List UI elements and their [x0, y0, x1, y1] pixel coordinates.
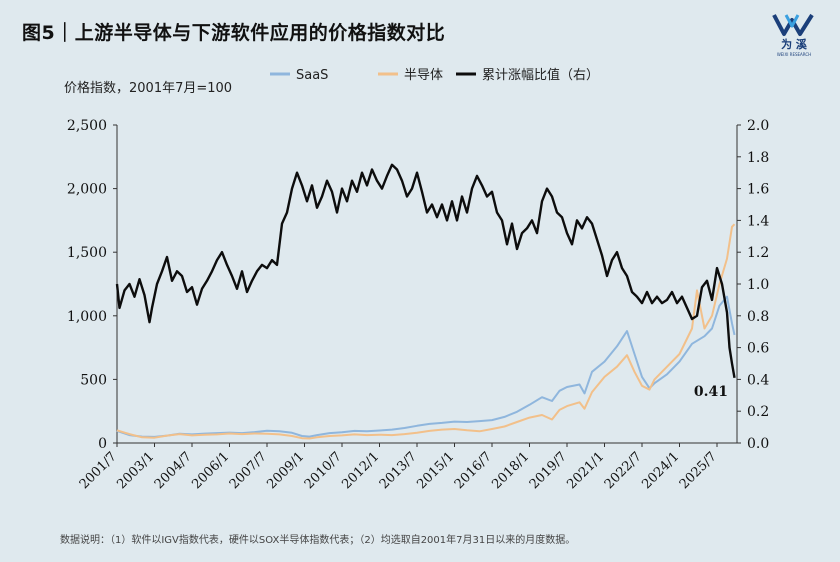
- x-tick-label: 2001/7: [77, 449, 120, 492]
- unit-note: 价格指数，2001年7月=100: [64, 80, 232, 96]
- y-right-tick-label: 1.4: [747, 213, 769, 229]
- brand-logo: 为 溪 WEIXI RESEARCH: [764, 12, 824, 57]
- logo-mark-icon: [772, 13, 814, 36]
- x-tick-label: 2012/1: [339, 449, 382, 492]
- y-left-tick-label: 1,000: [67, 309, 107, 325]
- x-tick-label: 2019/7: [527, 449, 570, 492]
- x-tick-label: 2021/1: [564, 449, 607, 492]
- series-line-1: [116, 223, 736, 440]
- x-tick-label: 2022/7: [602, 449, 645, 492]
- y-left-tick-label: 1,500: [67, 245, 107, 261]
- series-line-0: [116, 295, 736, 438]
- y-right-tick-label: 1.2: [747, 245, 769, 261]
- y-right-tick-label: 0.4: [747, 372, 769, 388]
- y-right-tick-label: 1.0: [747, 277, 769, 293]
- price-index-chart: 0 500 1,000 1,500 2,000 2,500 0.0 0.2 0.4 0.6 0.8 1…: [64, 67, 769, 492]
- chart-title: 图5｜上游半导体与下游软件应用的价格指数对比: [22, 22, 446, 44]
- x-tick-label: 2003/1: [114, 449, 157, 492]
- x-tick-label: 2015/1: [414, 449, 457, 492]
- logo-subtext: WEIXI RESEARCH: [776, 52, 812, 57]
- legend-label-1: 半导体: [404, 68, 443, 83]
- y-right-tick-label: 0.2: [747, 404, 769, 420]
- x-tick-label: 2004/7: [152, 449, 195, 492]
- series-line-2: [115, 163, 736, 379]
- y-left-tick-label: 2,000: [67, 182, 107, 198]
- y-right-tick-label: 2.0: [747, 118, 769, 134]
- y-left-tick-label: 500: [80, 372, 107, 388]
- legend-label-0: SaaS: [296, 68, 328, 83]
- y-right-tick-label: 0.8: [747, 309, 769, 325]
- y-right-tick-label: 0.0: [747, 436, 769, 452]
- y-left-tick-label: 2,500: [67, 118, 107, 134]
- legend-label-2: 累计涨幅比值（右）: [482, 67, 599, 83]
- x-tick-label: 2016/7: [452, 449, 495, 492]
- y-right-tick-label: 0.6: [747, 341, 769, 357]
- x-tick-label: 2007/7: [227, 449, 270, 492]
- x-tick-label: 2024/1: [639, 449, 682, 492]
- y-left-tick-label: 0: [98, 436, 107, 452]
- x-tick-label: 2010/7: [302, 449, 345, 492]
- logo-text: 为 溪: [781, 38, 807, 51]
- x-tick-label: 2009/1: [264, 449, 307, 492]
- y-right-tick-label: 1.8: [747, 150, 769, 166]
- y-right-tick-label: 1.6: [747, 182, 769, 198]
- x-tick-label: 2025/7: [677, 449, 720, 492]
- x-tick-label: 2006/1: [189, 449, 232, 492]
- x-tick-label: 2018/1: [489, 449, 532, 492]
- x-tick-label: 2013/7: [377, 449, 420, 492]
- ratio-end-label: 0.41: [694, 384, 728, 400]
- footnote: 数据说明：（1）软件以IGV指数代表，硬件以SOX半导体指数代表；（2）均选取自…: [60, 535, 576, 546]
